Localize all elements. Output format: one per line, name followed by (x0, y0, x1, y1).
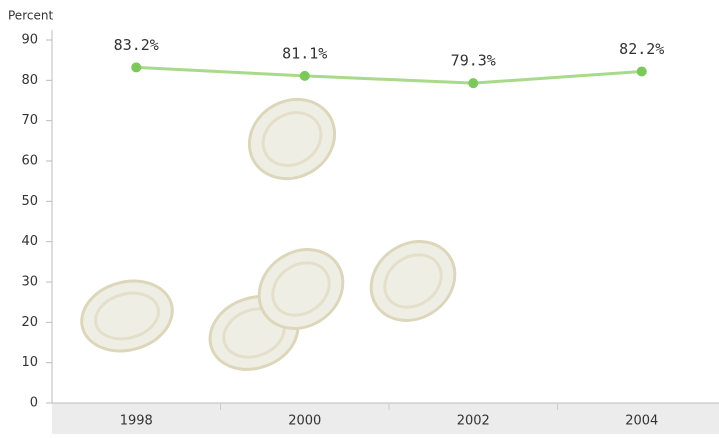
value-label: 82.2% (619, 40, 664, 58)
y-tick-label: 0 (30, 396, 38, 411)
x-tick-label: 2004 (625, 414, 658, 429)
y-tick-label: 90 (21, 33, 38, 48)
value-label: 79.3% (451, 52, 496, 70)
x-tick-label: 2002 (457, 414, 490, 429)
y-tick-label: 70 (21, 113, 38, 128)
point (299, 70, 310, 81)
value-label: 81.1% (282, 44, 327, 62)
y-tick-label: 80 (21, 73, 38, 88)
x-axis-band (52, 403, 719, 434)
y-axis-label: Percent (8, 9, 53, 23)
y-tick-label: 30 (21, 275, 38, 290)
y-tick-label: 50 (21, 194, 38, 209)
x-tick-label: 1998 (120, 414, 153, 429)
point (468, 78, 479, 89)
y-tick-label: 60 (21, 154, 38, 169)
coins (80, 97, 457, 371)
value-label: 83.2% (114, 36, 159, 54)
point (636, 66, 647, 77)
x-tick-label: 2000 (288, 414, 321, 429)
line (136, 65, 642, 85)
point (131, 62, 142, 73)
y-tick-label: 40 (21, 234, 38, 249)
y-tick-label: 20 (21, 315, 38, 330)
y-tick-label: 10 (21, 355, 38, 370)
